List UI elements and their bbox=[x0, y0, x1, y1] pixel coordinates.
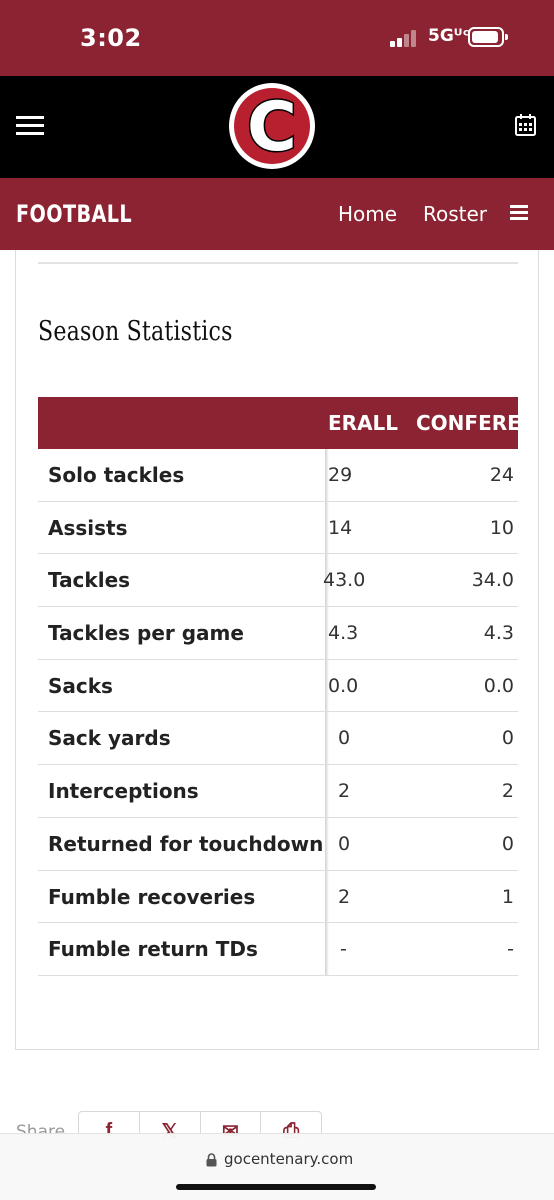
table-row: Assists 14 10 bbox=[38, 502, 518, 555]
table-row: Tackles 43.0 34.0 bbox=[38, 554, 518, 608]
status-bar: 3:02 5Gᵁᶜ bbox=[0, 0, 554, 76]
section-title: Season Statistics bbox=[38, 316, 233, 347]
table-row: Fumble recoveries 2 1 bbox=[38, 871, 518, 924]
logo[interactable]: C bbox=[228, 82, 316, 170]
stat-conference: 0 bbox=[501, 727, 514, 750]
stat-conference: - bbox=[507, 938, 514, 961]
stat-label: Fumble return TDs bbox=[48, 937, 258, 962]
stat-conference: 0.0 bbox=[483, 674, 514, 697]
stat-label: Solo tackles bbox=[48, 463, 185, 487]
sticky-column-shadow bbox=[325, 449, 329, 976]
sport-title[interactable]: FOOTBALL bbox=[16, 200, 133, 228]
divider bbox=[38, 262, 518, 264]
stat-overall: 2 bbox=[338, 885, 351, 908]
stat-conference: 4.3 bbox=[483, 622, 514, 645]
stat-label: Assists bbox=[48, 515, 128, 540]
stat-conference: 24 bbox=[489, 464, 514, 486]
home-indicator bbox=[176, 1184, 376, 1190]
battery-icon bbox=[468, 27, 508, 47]
browser-url-bar[interactable]: gocentenary.com bbox=[0, 1133, 554, 1200]
signal-icon bbox=[390, 30, 420, 47]
table-row: Sacks 0.0 0.0 bbox=[38, 660, 518, 713]
logo-letter: C bbox=[247, 88, 297, 167]
table-row: Tackles per game 4.3 4.3 bbox=[38, 607, 518, 660]
stat-conference: 10 bbox=[489, 516, 514, 539]
network-label: 5Gᵁᶜ bbox=[428, 26, 470, 46]
column-header-overall: ERALL bbox=[328, 411, 399, 435]
sport-nav-bar: FOOTBALL Home Roster bbox=[0, 178, 554, 250]
stat-label: Returned for touchdown bbox=[48, 831, 324, 856]
table-row: Returned for touchdown 0 0 bbox=[38, 818, 518, 871]
stat-overall: 29 bbox=[328, 464, 353, 486]
status-time: 3:02 bbox=[80, 24, 142, 52]
stat-label: Fumble recoveries bbox=[48, 884, 256, 909]
sport-menu-icon[interactable] bbox=[510, 205, 528, 221]
hamburger-icon[interactable] bbox=[16, 116, 44, 136]
table-header: ERALL CONFERE bbox=[38, 397, 518, 449]
nav-link-home[interactable]: Home bbox=[338, 202, 398, 226]
stat-label: Interceptions bbox=[48, 779, 199, 804]
table-row: Sack yards 0 0 bbox=[38, 712, 518, 766]
table-row: Fumble return TDs - - bbox=[38, 923, 518, 976]
calendar-icon[interactable] bbox=[515, 114, 536, 136]
stat-overall: 14 bbox=[328, 516, 353, 539]
stat-conference: 1 bbox=[501, 885, 514, 908]
stat-label: Tackles bbox=[48, 568, 131, 593]
stat-conference: 34.0 bbox=[471, 569, 514, 592]
url-text[interactable]: gocentenary.com bbox=[224, 1150, 354, 1168]
stat-overall: 43.0 bbox=[323, 569, 366, 592]
stats-table[interactable]: ERALL CONFERE Solo tackles 29 24 Assists… bbox=[38, 397, 518, 976]
stat-conference: 0 bbox=[501, 832, 514, 855]
column-header-conference: CONFERE bbox=[416, 411, 518, 435]
stat-label: Sacks bbox=[48, 673, 113, 698]
nav-link-roster[interactable]: Roster bbox=[423, 202, 488, 226]
lock-icon bbox=[206, 1153, 217, 1167]
stat-overall: 0 bbox=[338, 832, 351, 855]
stat-overall: 0 bbox=[338, 727, 351, 750]
stat-overall: 0.0 bbox=[328, 674, 359, 697]
site-header: C bbox=[0, 76, 554, 178]
stat-overall: - bbox=[340, 938, 347, 961]
stat-label: Sack yards bbox=[48, 726, 171, 751]
stat-overall: 4.3 bbox=[328, 622, 359, 645]
facebook-share-button[interactable]: f bbox=[79, 1112, 140, 1150]
content-card: Season Statistics ERALL CONFERE Solo tac… bbox=[15, 250, 539, 1050]
stat-label: Tackles per game bbox=[48, 621, 244, 646]
table-row: Interceptions 2 2 bbox=[38, 765, 518, 818]
stat-conference: 2 bbox=[501, 780, 514, 803]
table-row: Solo tackles 29 24 bbox=[38, 449, 518, 502]
stat-overall: 2 bbox=[338, 780, 351, 803]
